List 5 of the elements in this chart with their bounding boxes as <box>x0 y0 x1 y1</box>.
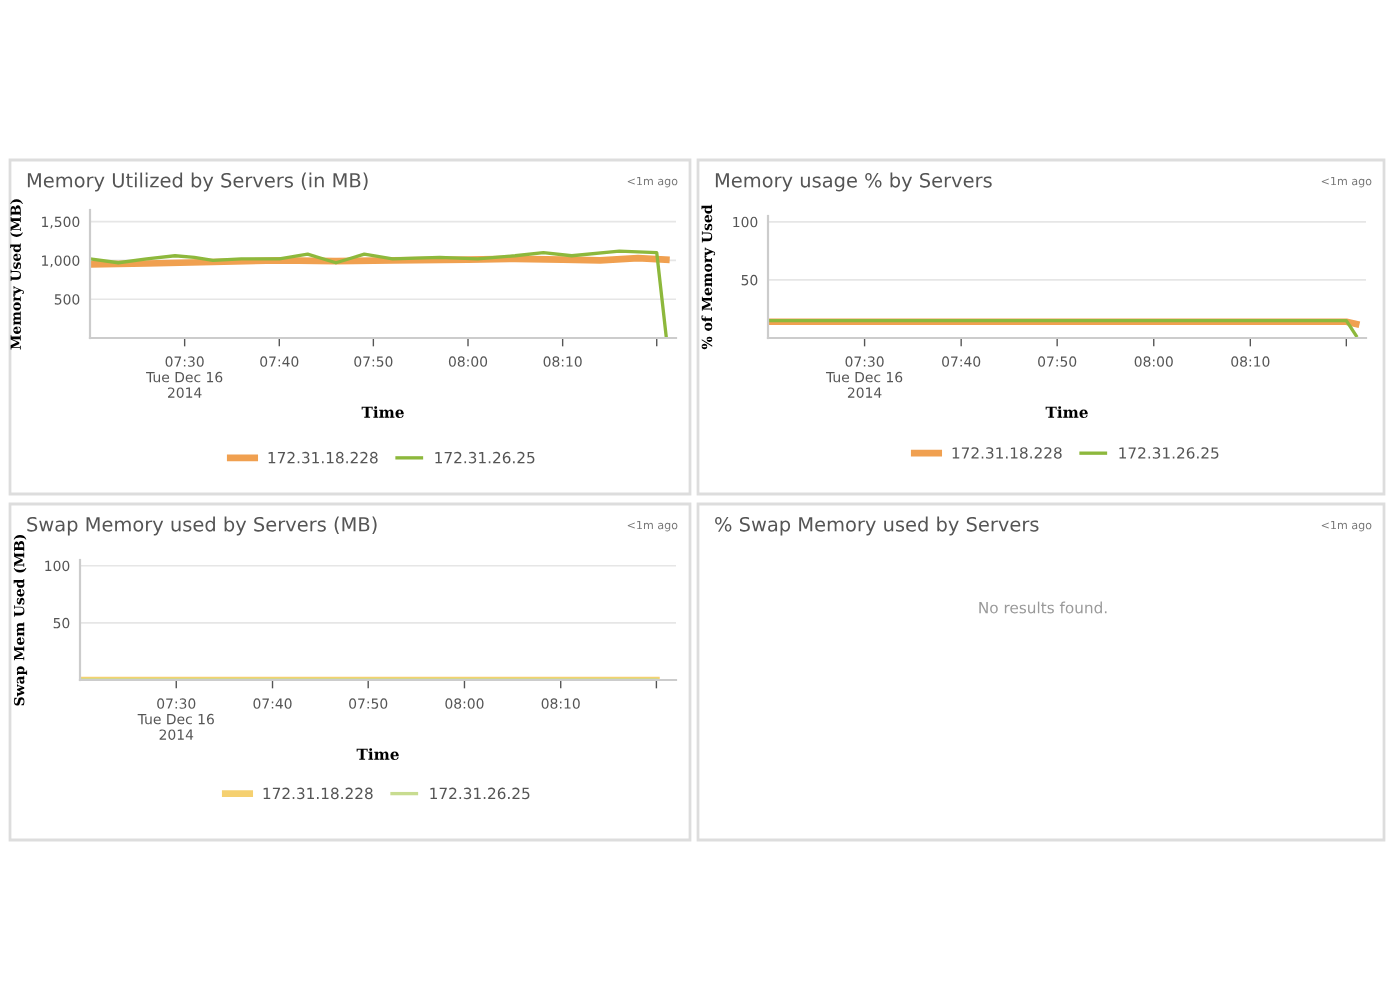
line-series <box>90 249 669 338</box>
chart-title: Memory Utilized by Servers (in MB) <box>27 172 368 192</box>
chart-title: Swap Memory used by Servers (MB) <box>27 516 377 536</box>
chart-title: Memory usage % by Servers <box>715 172 992 192</box>
text: % Swap Memory used by Servers <box>715 516 1039 536</box>
